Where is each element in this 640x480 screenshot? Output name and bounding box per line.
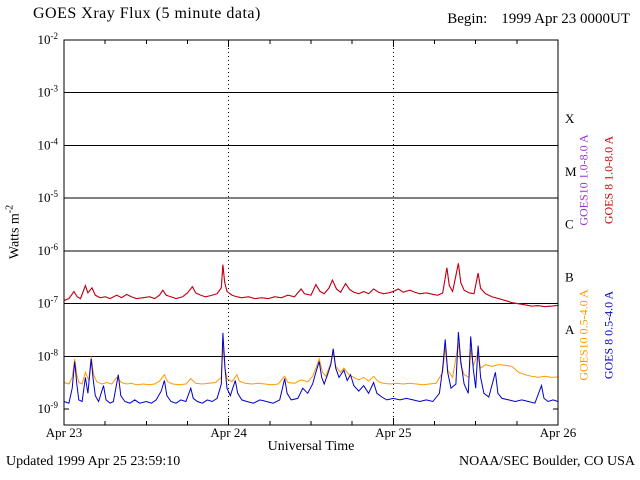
y-tick-label: 10-3 [38,84,59,100]
x-tick-label: Apr 23 [46,425,82,440]
page-title: GOES Xray Flux (5 minute data) [33,5,261,22]
legend-goes8-short: GOES 8 0.5-4.0 A [601,290,616,380]
y-tick-label: 10-7 [38,295,59,311]
flare-class-label: C [565,217,574,232]
flare-class-label: A [565,322,575,337]
y-tick-label: 10-4 [38,136,59,152]
updated-timestamp: Updated 1999 Apr 25 23:59:10 [6,454,181,469]
y-tick-label: 10-6 [38,242,59,258]
y-axis-label: Watts m-2 [5,205,24,259]
y-axis-label-text: Watts m [7,213,23,260]
y-tick-label: 10-8 [38,347,59,363]
begin-time: Begin: 1999 Apr 23 0000UT [447,11,630,28]
begin-value: 1999 Apr 23 0000UT [501,11,630,27]
y-tick-label: 10-2 [38,31,59,47]
x-tick-label: Apr 24 [210,425,247,440]
series-goes10-long [63,263,559,308]
x-tick-label: Apr 25 [375,425,411,440]
y-axis-label-exponent: -2 [4,204,16,214]
y-tick-label: 10-9 [38,400,59,416]
series-goes8-short [63,332,559,404]
series-goes8-long [63,263,559,308]
legend-goes10-long: GOES10 1.0-8.0 A [576,134,591,226]
series-goes10-short [63,342,559,386]
x-tick-label: Apr 26 [540,425,577,440]
x-axis-label: Universal Time [267,439,355,454]
flare-class-label: X [565,111,575,126]
y-tick-label: 10-5 [38,189,59,205]
source-credit: NOAA/SEC Boulder, CO USA [458,454,635,469]
plot-frame [63,39,559,426]
flare-class-label: M [565,164,577,179]
begin-label: Begin: [447,11,488,27]
flare-class-label: B [565,269,574,284]
legend-goes8-long: GOES 8 1.0-8.0 A [601,135,616,225]
legend-goes10-short: GOES10 0.5-4.0 A [576,289,591,381]
